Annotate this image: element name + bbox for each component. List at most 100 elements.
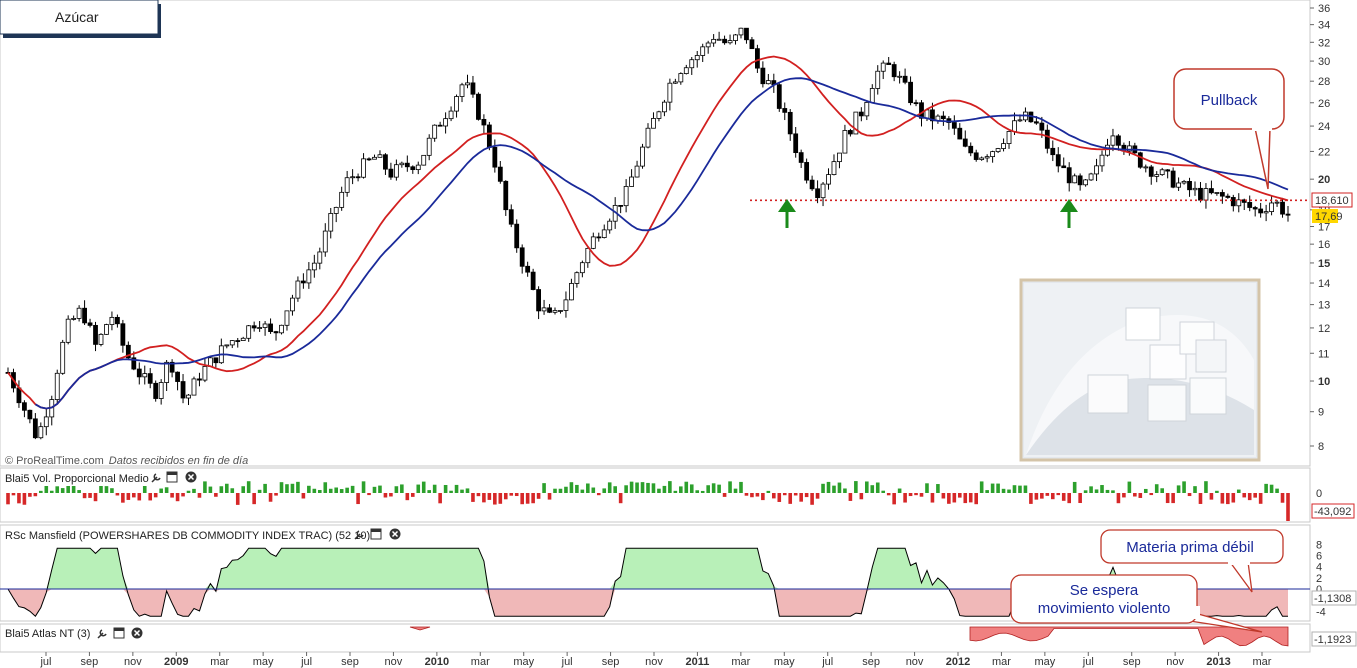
- close-icon[interactable]: [389, 528, 401, 540]
- x-tick-label: 2010: [425, 656, 449, 668]
- ma-red-line: [7, 55, 1289, 410]
- x-tick-label: 2013: [1206, 656, 1230, 668]
- candle-body: [180, 381, 186, 399]
- volume-bar: [689, 484, 694, 493]
- volume-bar: [115, 493, 120, 496]
- candle-body: [891, 64, 897, 78]
- volume-bar: [755, 493, 760, 497]
- volume-bar: [1280, 493, 1285, 503]
- candle-body: [115, 316, 120, 325]
- candle-body: [465, 82, 470, 86]
- candle-body: [558, 310, 563, 312]
- volume-bar: [28, 493, 32, 497]
- candle-body: [744, 27, 749, 41]
- close-icon[interactable]: [185, 471, 197, 483]
- volume-bar: [1061, 493, 1066, 501]
- volume-bar: [651, 483, 656, 493]
- volume-bar: [93, 493, 98, 502]
- window-icon[interactable]: [166, 471, 178, 483]
- volume-bar: [695, 490, 700, 493]
- x-tick-label: may: [513, 656, 534, 668]
- x-tick-label: mar: [1253, 656, 1272, 668]
- candle-body: [869, 88, 875, 103]
- volume-bar: [449, 490, 453, 493]
- volume-bar: [82, 493, 87, 499]
- candle-body: [727, 40, 733, 44]
- weak-commodity-callout: Materia prima débil: [1100, 529, 1284, 593]
- candle-body: [552, 310, 558, 313]
- y-tick-label: 22: [1318, 146, 1330, 158]
- volume-bar: [33, 493, 38, 497]
- candle-body: [503, 180, 509, 211]
- candle-body: [344, 177, 350, 193]
- volume-bar: [1050, 493, 1055, 500]
- volume-bar: [153, 493, 158, 498]
- y-tick-label: 9: [1318, 407, 1324, 419]
- volume-bar: [668, 481, 672, 493]
- candle-body: [847, 130, 853, 135]
- violent-move-callout: Se espera movimiento violento: [1010, 574, 1263, 633]
- candle-body: [820, 183, 826, 199]
- window-icon[interactable]: [370, 528, 382, 540]
- volume-bar: [235, 493, 240, 505]
- volume-bar: [214, 493, 218, 497]
- candle-body: [399, 162, 405, 166]
- volume-bar: [1127, 481, 1132, 493]
- candle-body: [749, 39, 755, 50]
- volume-bar: [39, 490, 43, 493]
- y-tick-label: 10: [1318, 376, 1330, 388]
- candle-body: [694, 55, 700, 61]
- volume-bar: [175, 493, 180, 502]
- volume-bar: [383, 493, 388, 498]
- volume-bar: [821, 483, 825, 493]
- candle-body: [864, 101, 870, 117]
- candle-body: [290, 297, 295, 312]
- wrench-icon[interactable]: [151, 473, 161, 483]
- volume-bar: [1209, 493, 1214, 500]
- mansfield-tick-label: 0: [1316, 584, 1322, 596]
- volume-bar: [6, 493, 10, 505]
- volume-bar: [930, 493, 935, 503]
- candle-body: [1154, 174, 1160, 177]
- candle-body: [1077, 175, 1083, 186]
- candle-body: [186, 394, 191, 399]
- wrench-icon[interactable]: [354, 530, 364, 540]
- volume-bar: [192, 488, 196, 493]
- volume-bar: [394, 486, 399, 493]
- volume-bar: [804, 493, 809, 498]
- candle-body: [415, 164, 421, 171]
- close-icon[interactable]: [131, 627, 143, 639]
- wrench-icon[interactable]: [97, 629, 107, 639]
- candle-body: [492, 146, 498, 168]
- volume-bar: [60, 488, 65, 493]
- volume-bar: [339, 489, 344, 493]
- candle-body: [421, 154, 427, 166]
- volume-bar: [963, 493, 968, 504]
- volume-bar: [793, 493, 798, 496]
- y-tick-label: 8: [1318, 441, 1324, 453]
- y-tick-label: 20: [1318, 174, 1330, 186]
- candle-body: [1137, 152, 1143, 168]
- candle-body: [519, 247, 525, 267]
- volume-bar: [378, 485, 382, 493]
- candle-body: [984, 156, 990, 159]
- volume-bar: [110, 488, 114, 493]
- volume-bar: [389, 493, 393, 497]
- candle-body: [388, 168, 394, 178]
- candle-body: [71, 318, 77, 320]
- candle-body: [793, 133, 799, 154]
- volume-bar: [1089, 486, 1093, 493]
- volume-bar: [1198, 493, 1203, 504]
- volume-bar: [558, 488, 563, 493]
- candle-body: [662, 101, 667, 113]
- candle-body: [333, 206, 339, 214]
- candle-body: [22, 402, 27, 411]
- volume-bar: [865, 481, 869, 493]
- candle-body: [716, 38, 722, 41]
- window-icon[interactable]: [113, 627, 125, 639]
- volume-bar: [1029, 493, 1033, 504]
- x-tick-label: 2009: [164, 656, 188, 668]
- candle-body: [880, 62, 886, 72]
- volume-bar: [312, 488, 317, 493]
- y-tick-label: 17: [1318, 221, 1330, 233]
